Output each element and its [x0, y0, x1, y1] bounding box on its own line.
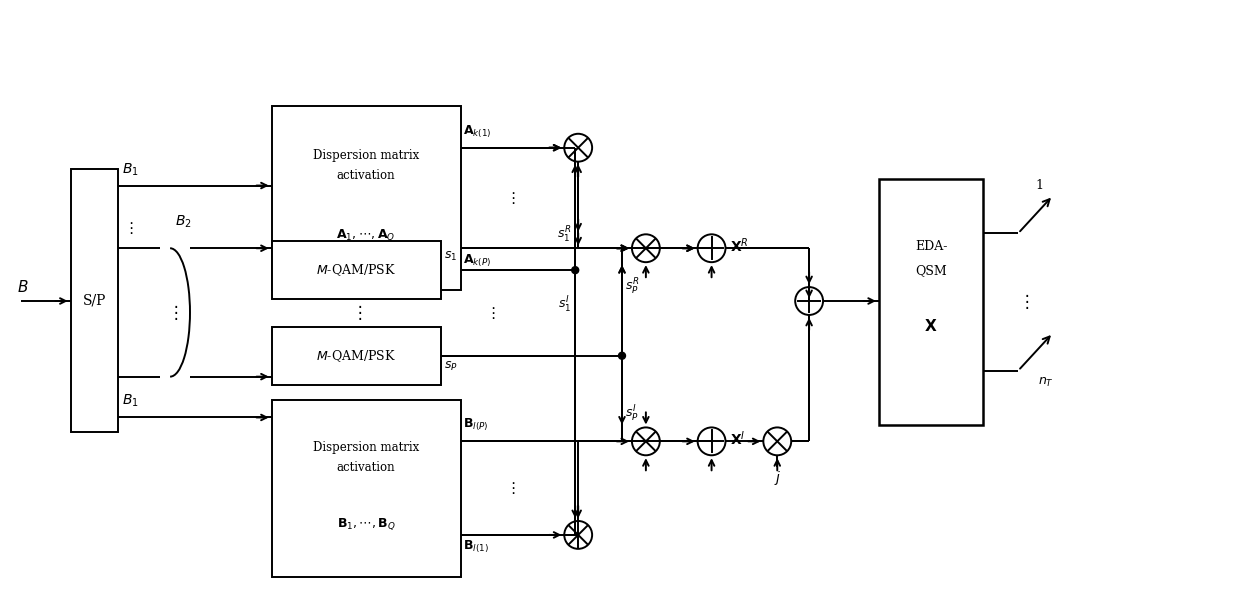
Bar — [272, 106, 461, 290]
Text: activation: activation — [337, 461, 396, 474]
Text: $M$-QAM/PSK: $M$-QAM/PSK — [316, 262, 396, 278]
Circle shape — [619, 352, 625, 359]
Text: $\vdots$: $\vdots$ — [506, 480, 516, 496]
Text: $s_1$: $s_1$ — [444, 250, 458, 263]
Text: $B_1$: $B_1$ — [123, 161, 139, 178]
Text: $M$-QAM/PSK: $M$-QAM/PSK — [316, 348, 396, 364]
Text: $B_2$: $B_2$ — [175, 214, 192, 231]
Bar — [272, 400, 461, 577]
Text: $s_P$: $s_P$ — [444, 360, 458, 373]
Text: $\vdots$: $\vdots$ — [166, 303, 177, 322]
Bar — [272, 241, 441, 299]
Text: $s_P^I$: $s_P^I$ — [625, 403, 639, 424]
Text: $\mathbf{B}_1,\cdots,\mathbf{B}_Q$: $\mathbf{B}_1,\cdots,\mathbf{B}_Q$ — [336, 516, 396, 532]
Text: $\mathbf{A}_{k(P)}$: $\mathbf{A}_{k(P)}$ — [463, 252, 491, 268]
Text: $\vdots$: $\vdots$ — [485, 305, 496, 321]
Bar — [879, 179, 983, 426]
Text: $j$: $j$ — [774, 469, 781, 487]
Text: $\mathbf{A}_1,\cdots,\mathbf{A}_Q$: $\mathbf{A}_1,\cdots,\mathbf{A}_Q$ — [336, 228, 396, 243]
Circle shape — [572, 267, 579, 274]
Bar — [272, 327, 441, 385]
Text: QSM: QSM — [915, 264, 947, 277]
Text: $\vdots$: $\vdots$ — [351, 303, 362, 323]
Text: 1: 1 — [1035, 179, 1043, 191]
Text: $B_1$: $B_1$ — [123, 393, 139, 409]
Text: $s_1^I$: $s_1^I$ — [558, 295, 572, 315]
Text: $s_P^R$: $s_P^R$ — [625, 277, 640, 297]
Text: Dispersion matrix: Dispersion matrix — [312, 441, 419, 454]
Bar — [71, 169, 118, 432]
Text: $n_T$: $n_T$ — [1038, 376, 1054, 389]
Text: $\vdots$: $\vdots$ — [506, 190, 516, 206]
Text: Dispersion matrix: Dispersion matrix — [312, 149, 419, 162]
Text: $\mathbf{A}_{k(1)}$: $\mathbf{A}_{k(1)}$ — [463, 123, 491, 140]
Text: $\vdots$: $\vdots$ — [1018, 293, 1029, 311]
Text: $B$: $B$ — [17, 279, 29, 295]
Text: $\mathbf{X}^R$: $\mathbf{X}^R$ — [730, 236, 749, 255]
Text: activation: activation — [337, 169, 396, 182]
Text: $\mathbf{B}_{l(P)}$: $\mathbf{B}_{l(P)}$ — [463, 417, 489, 433]
Text: $s_1^R$: $s_1^R$ — [557, 225, 572, 246]
Text: EDA-: EDA- — [915, 240, 947, 253]
Text: $\vdots$: $\vdots$ — [123, 220, 134, 237]
Text: $\mathbf{X}^I$: $\mathbf{X}^I$ — [730, 429, 746, 448]
Text: S/P: S/P — [83, 294, 107, 308]
Text: $\mathbf{X}$: $\mathbf{X}$ — [924, 318, 937, 334]
Text: $\mathbf{B}_{l(1)}$: $\mathbf{B}_{l(1)}$ — [463, 539, 489, 555]
